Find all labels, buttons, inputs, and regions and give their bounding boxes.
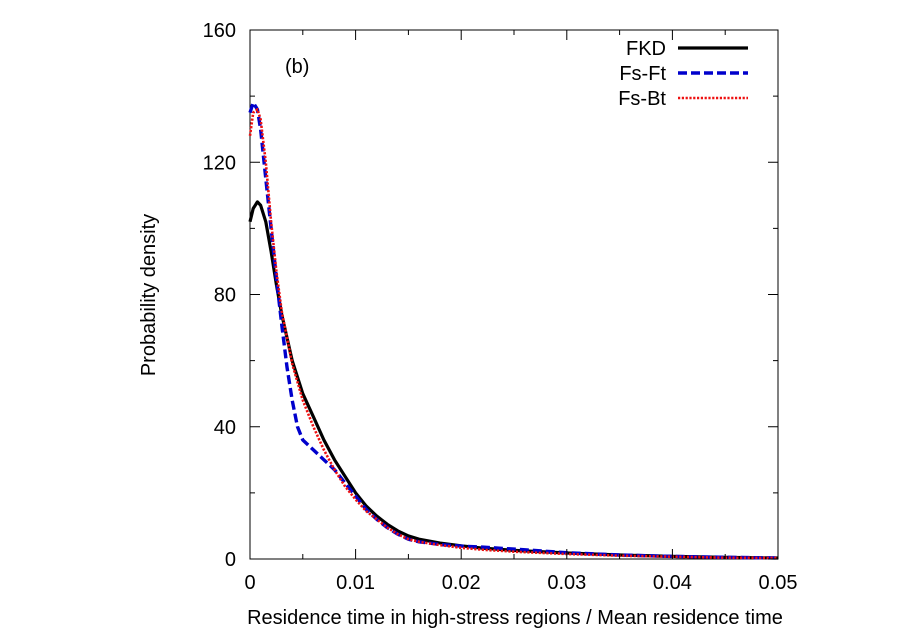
legend-label: FKD [626, 38, 666, 60]
y-tick-label: 160 [203, 20, 236, 42]
series-line-fkd [248, 200, 779, 560]
x-axis-label: Residence time in high-stress regions / … [247, 607, 783, 629]
legend-label: Fs-Bt [618, 88, 666, 110]
x-tick-label: 0.04 [653, 572, 692, 594]
y-tick-label: 80 [214, 285, 236, 307]
x-tick-label: 0.02 [442, 572, 481, 594]
x-tick-label: 0.03 [547, 572, 586, 594]
plot-area [248, 29, 779, 560]
x-tick-label: 0.01 [336, 572, 375, 594]
y-tick-label: 40 [214, 417, 236, 439]
x-tick-label: 0 [244, 572, 255, 594]
y-axis-label: Probability density [138, 214, 160, 376]
series-line-fs-bt [248, 108, 779, 560]
series-line-fs-ft [248, 101, 779, 560]
axis-ticks: 0 0.01 0.02 0.03 0.04 0.05 0 40 80 120 160 [203, 20, 798, 594]
legend-label: Fs-Ft [619, 63, 666, 85]
legend: FKD Fs-Ft Fs-Bt [618, 38, 748, 110]
plot-frame [249, 29, 779, 560]
panel-annotation: (b) [285, 56, 309, 78]
y-tick-label: 120 [203, 152, 236, 174]
x-tick-label: 0.05 [759, 572, 798, 594]
y-tick-label: 0 [225, 549, 236, 571]
